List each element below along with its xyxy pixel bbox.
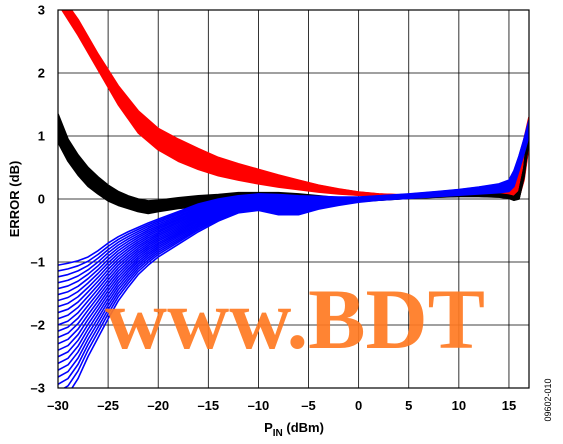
- x-axis-title-main: P: [264, 420, 273, 435]
- x-tick-label: –20: [147, 398, 169, 413]
- x-tick-labels: –30 –25 –20 –15 –10 –5 0 5 10 15: [47, 398, 516, 413]
- x-tick-label: –25: [97, 398, 119, 413]
- plot-frame: [57, 9, 530, 389]
- y-tick-label: –2: [31, 318, 45, 333]
- x-tick-label: 10: [452, 398, 466, 413]
- y-tick-label: –3: [31, 381, 45, 396]
- y-tick-label: 0: [38, 192, 45, 207]
- x-tick-label: –5: [301, 398, 315, 413]
- x-tick-label: 0: [355, 398, 362, 413]
- y-tick-label: 2: [38, 66, 45, 81]
- blue-curve-family: [58, 120, 529, 388]
- y-tick-labels: –3 –2 –1 0 1 2 3: [31, 3, 45, 396]
- x-tick-label: –10: [248, 398, 270, 413]
- y-axis-title: ERROR (dB): [7, 161, 22, 238]
- y-tick-label: 3: [38, 3, 45, 18]
- y-tick-label: 1: [38, 129, 45, 144]
- x-tick-label: –30: [47, 398, 69, 413]
- y-tick-label: –1: [31, 255, 45, 270]
- black-curve-line: [58, 113, 529, 202]
- x-tick-label: 15: [502, 398, 516, 413]
- x-tick-label: –15: [197, 398, 219, 413]
- figure-code: 09602-010: [543, 378, 553, 421]
- series-layer: [58, 10, 529, 388]
- x-axis-title-subscript: IN: [273, 428, 283, 439]
- x-tick-label: 5: [405, 398, 412, 413]
- blue-curve-line: [58, 120, 529, 266]
- x-axis-title: PIN (dBm): [264, 420, 324, 439]
- x-axis-title-unit: (dBm): [283, 420, 324, 435]
- watermark: www.BDT: [105, 271, 485, 367]
